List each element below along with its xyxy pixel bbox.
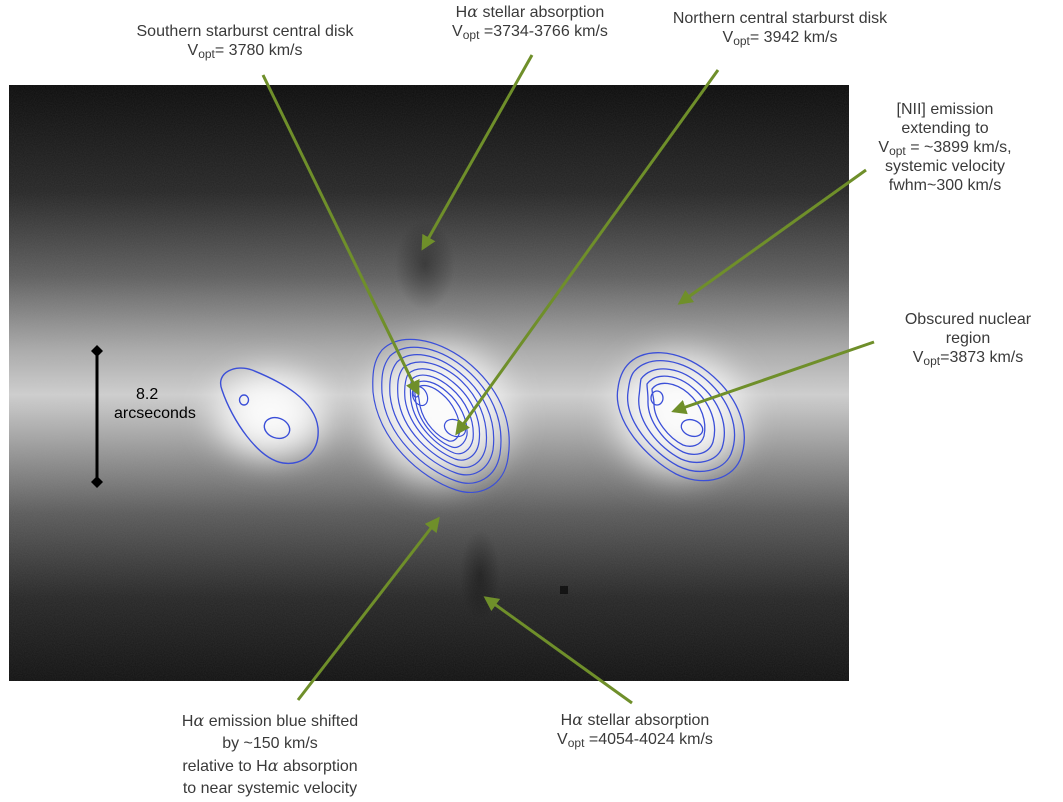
annotation-arrows — [261, 54, 875, 705]
arrow-northern-disk — [455, 69, 720, 436]
arrow-halpha-emission — [296, 516, 440, 701]
scale-bar-value: 8.2 — [136, 386, 159, 403]
arrow-southern-disk — [261, 74, 420, 396]
contour-group-right — [616, 352, 745, 482]
spectrum-image — [9, 85, 849, 681]
arrow-halpha-abs-top — [421, 54, 534, 251]
label-southern-disk: Southern starburst central disk Vopt= 37… — [136, 23, 354, 61]
scale-bar-unit: arcseconds — [114, 405, 196, 422]
arrow-halpha-abs-bottom — [483, 596, 633, 705]
label-obscured-nucleus: Obscured nuclear region Vopt=3873 km/s — [904, 311, 1032, 368]
label-halpha-abs-bottom: Hα stellar absorption Vopt =4054-4024 km… — [557, 710, 713, 750]
arrow-nii-emission — [677, 168, 867, 305]
scale-bar-label: 8.2 arcseconds — [114, 385, 196, 423]
label-nii-emission: [NII] emission extending to Vopt = ~3899… — [878, 101, 1012, 194]
contour-group-center — [372, 338, 510, 494]
label-northern-disk: Northern central starburst disk Vopt= 39… — [672, 10, 888, 48]
label-halpha-emission: Hα emission blue shifted by ~150 km/s re… — [181, 711, 359, 797]
scale-bar — [91, 345, 103, 488]
contour-group-left — [219, 367, 319, 465]
label-halpha-abs-top: Hα stellar absorption Vopt =3734-3766 km… — [452, 2, 608, 42]
arrow-obscured-nucleus — [671, 340, 875, 415]
